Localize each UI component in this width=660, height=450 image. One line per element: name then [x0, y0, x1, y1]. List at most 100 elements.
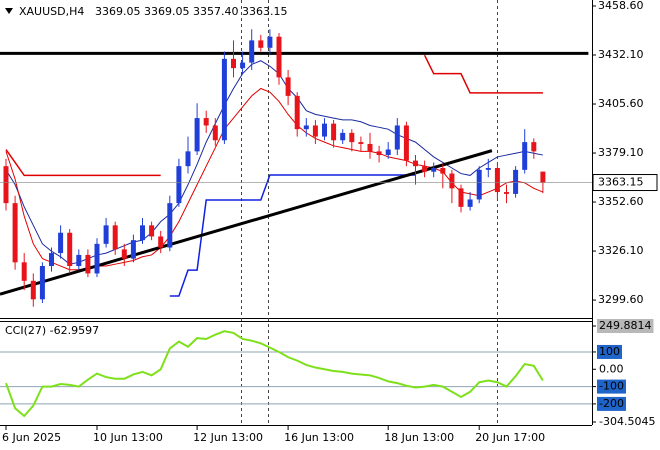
y-tick-label: -200	[599, 397, 624, 410]
candle-body	[312, 125, 318, 137]
candle-body	[422, 166, 428, 172]
candle-body	[130, 240, 136, 259]
candle-body	[504, 192, 509, 194]
candle-body	[413, 160, 418, 167]
candle-body	[212, 125, 218, 141]
candle-body	[249, 40, 255, 63]
x-tick-label: 20 Jun 17:00	[475, 431, 545, 444]
y-tick-box	[597, 396, 626, 411]
candle-body	[3, 166, 9, 204]
candle-body	[149, 225, 155, 237]
main-plot	[0, 29, 592, 307]
candle-body	[194, 118, 200, 152]
trend-line	[0, 149, 493, 296]
candle-body	[231, 58, 236, 69]
cci-plot	[0, 330, 592, 418]
candle-body	[285, 77, 291, 96]
y-tick-label: 3299.60	[598, 293, 644, 306]
candle-body	[203, 118, 209, 126]
candle-body	[531, 142, 537, 152]
y-tick-label: -100	[599, 380, 624, 393]
y-tick-label: 0.00	[599, 362, 624, 375]
candle-body	[385, 149, 391, 156]
candle-body	[140, 225, 145, 241]
y-tick-label: 3352.60	[598, 195, 644, 208]
candle-body	[440, 168, 446, 174]
period-separators	[241, 0, 498, 425]
candle-body	[367, 143, 373, 152]
indicator-line	[5, 54, 543, 177]
candle-body	[376, 151, 382, 156]
y-tick-label: -304.5045	[599, 415, 655, 428]
candle-body	[258, 40, 264, 48]
candle-body	[21, 262, 27, 281]
candle-body	[121, 249, 127, 259]
y-tick-box	[597, 379, 626, 394]
candle-body	[449, 173, 455, 189]
candle-body	[276, 36, 282, 78]
candle-body	[185, 151, 191, 167]
candle-body	[167, 203, 173, 248]
y-tick-label: 3432.10	[598, 48, 644, 61]
candle-body	[49, 253, 54, 267]
candle-body	[467, 199, 473, 207]
candle-body	[67, 232, 73, 267]
candle-body	[322, 123, 327, 137]
candle-body	[340, 132, 346, 141]
candle-body	[513, 169, 519, 194]
y-tick-label: 100	[599, 345, 620, 358]
candle-body	[176, 166, 182, 204]
candle-body	[39, 266, 45, 300]
candle-body	[522, 142, 528, 170]
candle-body	[85, 254, 91, 274]
candle-body	[394, 125, 400, 150]
candle-body	[112, 225, 118, 250]
candle-body	[103, 225, 109, 244]
x-tick-label: 6 Jun 2025	[2, 431, 61, 444]
candle-body	[94, 243, 100, 274]
y-tick-label: 3379.10	[598, 146, 644, 159]
price-tag: 3363.15	[598, 176, 644, 189]
candle-body	[540, 171, 546, 183]
frame	[0, 0, 593, 426]
candle-body	[76, 254, 82, 267]
candle-body	[349, 132, 355, 143]
candle-body	[494, 168, 500, 193]
candle-body	[240, 62, 246, 69]
candle-body	[431, 168, 437, 172]
collapse-triangle	[5, 8, 13, 14]
candle-body	[12, 203, 18, 263]
y-tick-label: 3458.60	[598, 0, 644, 12]
ohlc-label: 3369.05 3369.05 3357.40 3363.15	[95, 5, 287, 18]
candle-body	[267, 36, 273, 48]
candle-body	[58, 232, 64, 254]
candle-body	[30, 280, 36, 300]
symbol-label: XAUUSD,H4	[19, 5, 84, 18]
candle-body	[221, 58, 227, 141]
y-tick-label: 3405.60	[598, 97, 644, 110]
candle-body	[303, 125, 309, 130]
candle-body	[485, 168, 491, 170]
y-tick-label: 249.8814	[599, 319, 652, 332]
x-tick-label: 12 Jun 13:00	[193, 431, 263, 444]
candle-body	[294, 95, 300, 130]
x-tick-label: 10 Jun 13:00	[93, 431, 163, 444]
x-tick-label: 18 Jun 13:00	[384, 431, 454, 444]
candle-body	[476, 169, 482, 200]
y-tick-label: 3326.10	[598, 244, 644, 257]
x-tick-label: 16 Jun 13:00	[284, 431, 354, 444]
candle-body	[331, 123, 337, 141]
cci-title: CCI(27) -62.9597	[5, 324, 99, 337]
y-tick-box	[597, 319, 654, 333]
candle-body	[458, 188, 464, 207]
price-tag-box	[592, 174, 658, 192]
candle-body	[158, 236, 164, 248]
candle-body	[403, 125, 409, 161]
y-tick-box	[597, 344, 622, 359]
candle-body	[358, 142, 364, 144]
indicator-line	[169, 174, 416, 297]
cci-line	[5, 330, 544, 418]
